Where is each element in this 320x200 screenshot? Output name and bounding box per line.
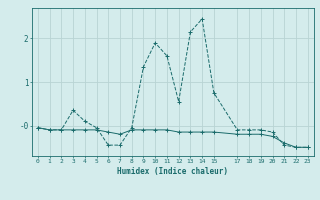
X-axis label: Humidex (Indice chaleur): Humidex (Indice chaleur) [117,167,228,176]
